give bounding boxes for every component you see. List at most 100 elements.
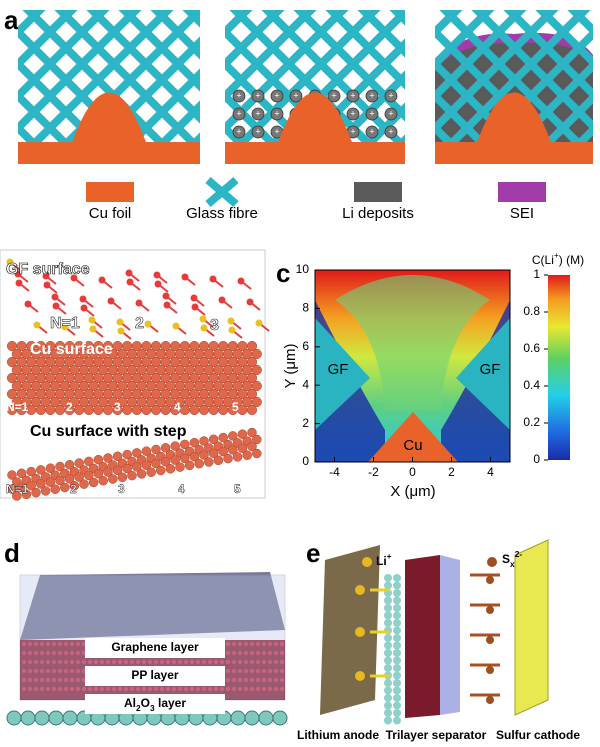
pp-bead bbox=[177, 686, 183, 692]
label: Cu foil bbox=[89, 205, 132, 222]
pp-bead bbox=[57, 650, 63, 656]
fibre bbox=[225, 10, 253, 38]
cu-bump bbox=[277, 92, 353, 145]
label: Y (μm) bbox=[282, 343, 299, 388]
label-part: PP layer bbox=[131, 668, 178, 682]
al2o3-sphere bbox=[6, 710, 22, 726]
polysulfide bbox=[486, 636, 494, 644]
cu-atom bbox=[180, 453, 190, 464]
pp-bead bbox=[237, 677, 243, 683]
pp-bead bbox=[51, 650, 57, 656]
li-ion bbox=[365, 125, 379, 139]
cu-atom bbox=[246, 404, 258, 416]
li-ion bbox=[270, 107, 284, 121]
al2o3-sphere bbox=[384, 656, 392, 665]
cu-atom bbox=[156, 465, 166, 476]
cu-atom bbox=[93, 404, 104, 416]
gf-atom bbox=[70, 274, 78, 282]
al2o3-sphere bbox=[384, 611, 392, 620]
ion-sign: + bbox=[236, 90, 241, 100]
ion-sign: + bbox=[255, 90, 260, 100]
graphene bbox=[440, 555, 460, 715]
al2o3-sphere bbox=[384, 664, 392, 672]
cu-atom bbox=[36, 479, 46, 489]
cu-atom bbox=[102, 404, 114, 416]
label: Al2O3 layer bbox=[124, 696, 186, 713]
cu-atom bbox=[16, 482, 27, 493]
gf-atom bbox=[162, 292, 170, 300]
al2o3-sphere bbox=[384, 641, 392, 650]
legend-swatch bbox=[354, 182, 402, 202]
li-ion bbox=[251, 89, 265, 103]
pp-bead bbox=[51, 668, 57, 674]
gf-atom bbox=[227, 317, 235, 325]
label: 5 bbox=[234, 482, 241, 496]
al2o3-sphere bbox=[393, 641, 401, 650]
al2o3-sphere bbox=[393, 679, 401, 687]
label: a bbox=[4, 5, 19, 35]
pp-bead bbox=[141, 659, 147, 665]
pp-bead bbox=[21, 650, 27, 656]
pp-bead bbox=[135, 659, 141, 665]
pp-bead bbox=[279, 650, 285, 656]
gf-atom bbox=[107, 297, 115, 305]
pp-bead bbox=[141, 686, 147, 692]
label: GF bbox=[328, 361, 349, 378]
pp-bead bbox=[267, 677, 273, 683]
pp-bead bbox=[225, 650, 231, 656]
legend-swatch bbox=[86, 182, 134, 202]
li-ion bbox=[232, 107, 246, 121]
li-ion bbox=[346, 107, 360, 121]
pp-bead bbox=[57, 686, 63, 692]
label-part: 2- bbox=[515, 549, 523, 559]
pp-bead bbox=[39, 668, 45, 674]
pp-bead bbox=[153, 686, 159, 692]
pp-bead bbox=[153, 659, 159, 665]
label: N=1 bbox=[50, 315, 80, 332]
li-ion bbox=[251, 125, 265, 139]
pp-bead bbox=[249, 686, 255, 692]
pp-bead bbox=[45, 641, 51, 647]
pp-bead bbox=[273, 668, 279, 674]
gf-atom bbox=[255, 319, 263, 327]
ion-sign: + bbox=[236, 108, 241, 118]
al2o3-sphere bbox=[393, 619, 401, 627]
pp-bead bbox=[225, 659, 231, 665]
al2o3-sphere bbox=[384, 679, 392, 687]
cu-atom bbox=[223, 453, 233, 464]
gf-atom bbox=[154, 280, 162, 288]
cu-atom bbox=[198, 404, 210, 416]
ion-sign: + bbox=[255, 108, 260, 118]
cu-atom bbox=[150, 404, 162, 416]
pp-bead bbox=[75, 668, 81, 674]
pp-bead bbox=[27, 686, 33, 692]
pp-bead bbox=[45, 686, 51, 692]
cu-atom bbox=[160, 443, 171, 453]
label: 2 bbox=[66, 400, 73, 414]
label: X (μm) bbox=[390, 483, 435, 500]
pp-bead bbox=[273, 641, 279, 647]
pp-bead bbox=[81, 686, 87, 692]
pp-bead bbox=[39, 641, 45, 647]
layer-label-bg bbox=[85, 638, 225, 658]
label-part: Li bbox=[376, 554, 387, 568]
pp-bead bbox=[51, 686, 57, 692]
cu-atom bbox=[83, 404, 94, 416]
gf-atom bbox=[190, 294, 198, 302]
pp-bead bbox=[183, 659, 189, 665]
pp-bead bbox=[273, 659, 279, 665]
gf-region bbox=[315, 318, 370, 430]
pp-bead bbox=[27, 677, 33, 683]
fibre bbox=[444, 10, 591, 145]
gf-atom bbox=[24, 300, 32, 308]
cu-atom bbox=[228, 445, 238, 455]
cu-atom bbox=[246, 356, 258, 368]
label: d bbox=[4, 538, 20, 568]
fibre bbox=[225, 10, 317, 102]
anode bbox=[320, 545, 380, 715]
al2o3-sphere bbox=[48, 710, 64, 726]
cu-atom bbox=[21, 489, 32, 500]
cu-atom bbox=[160, 457, 171, 467]
pp-bead bbox=[243, 641, 249, 647]
cu-atom bbox=[64, 474, 75, 484]
